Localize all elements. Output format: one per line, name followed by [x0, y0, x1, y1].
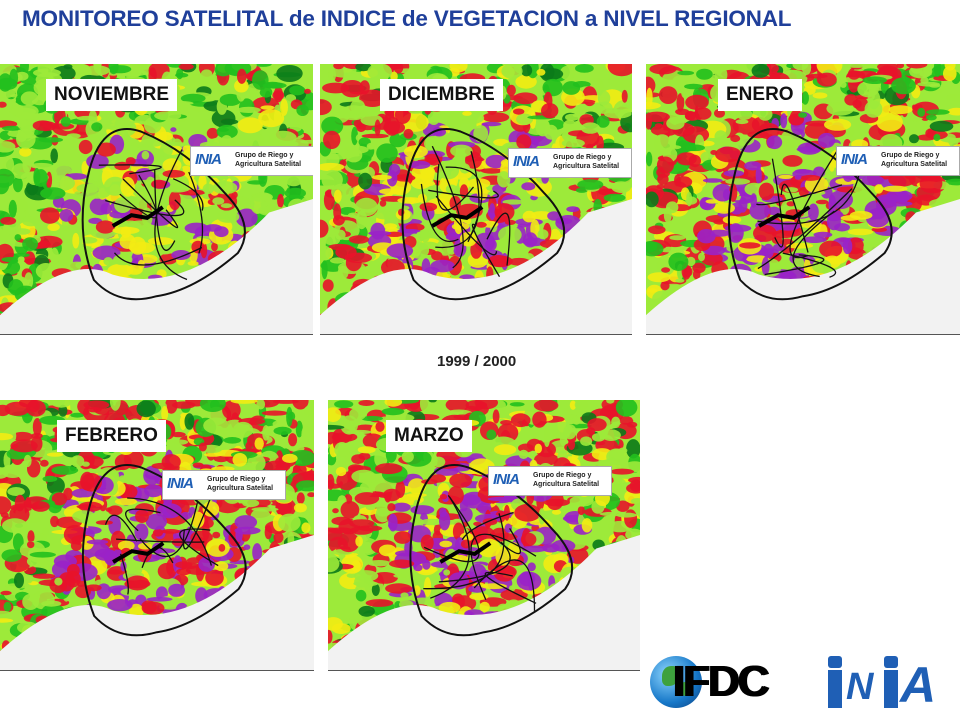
- map-panel-enero: ENERO INIA Grupo de Riego y Agricultura …: [646, 64, 960, 335]
- inia-inset-logo: INIA Grupo de Riego y Agricultura Sateli…: [162, 470, 286, 500]
- ifdc-wordmark: IFDC: [672, 657, 769, 706]
- inia-inset-logo: INIA Grupo de Riego y Agricultura Sateli…: [190, 146, 313, 176]
- inia-inset-logo: INIA Grupo de Riego y Agricultura Sateli…: [508, 148, 632, 178]
- map-panel-diciembre: DICIEMBRE INIA Grupo de Riego y Agricult…: [320, 64, 632, 335]
- month-label: ENERO: [718, 79, 802, 111]
- inia-caption: Grupo de Riego y Agricultura Satelital: [881, 152, 948, 168]
- inia-stem-shape: [828, 670, 842, 708]
- month-label: FEBRERO: [57, 420, 166, 452]
- inia-mark-icon: INIA: [493, 471, 520, 488]
- inia-mark-icon: INIA: [167, 475, 194, 492]
- inia-a-glyph: A: [900, 657, 937, 713]
- inia-stem-shape: [884, 670, 898, 708]
- map-panel-febrero: FEBRERO INIA Grupo de Riego y Agricultur…: [0, 400, 314, 671]
- month-label: DICIEMBRE: [380, 79, 503, 111]
- month-label: MARZO: [386, 420, 472, 452]
- map-panel-marzo: MARZO INIA Grupo de Riego y Agricultura …: [328, 400, 640, 671]
- page-title: MONITOREO SATELITAL de INDICE de VEGETAC…: [22, 6, 792, 31]
- season-label: 1999 / 2000: [437, 353, 517, 370]
- vegetation-index-map: [320, 64, 632, 334]
- inia-dot-shape: [884, 656, 898, 668]
- inia-mark-icon: INIA: [841, 151, 868, 168]
- inia-logo: N A: [826, 652, 954, 712]
- inia-n-glyph: N: [846, 666, 874, 708]
- vegetation-index-map: [646, 64, 960, 334]
- globe-land-shape: [662, 666, 680, 686]
- inia-caption: Grupo de Riego y Agricultura Satelital: [207, 476, 274, 492]
- inia-caption: Grupo de Riego y Agricultura Satelital: [533, 472, 600, 488]
- inia-inset-logo: INIA Grupo de Riego y Agricultura Sateli…: [836, 146, 960, 176]
- inia-dot-shape: [828, 656, 842, 668]
- inia-caption: Grupo de Riego y Agricultura Satelital: [235, 152, 302, 168]
- inia-mark-icon: INIA: [195, 151, 222, 168]
- inia-mark-icon: INIA: [513, 153, 540, 170]
- map-panel-noviembre: NOVIEMBRE INIA Grupo de Riego y Agricult…: [0, 64, 313, 335]
- inia-caption: Grupo de Riego y Agricultura Satelital: [553, 154, 620, 170]
- inia-inset-logo: INIA Grupo de Riego y Agricultura Sateli…: [488, 466, 612, 496]
- vegetation-index-map: [328, 400, 640, 670]
- month-label: NOVIEMBRE: [46, 79, 178, 111]
- ifdc-logo: IFDC: [650, 652, 810, 712]
- globe-land-shape: [680, 682, 692, 696]
